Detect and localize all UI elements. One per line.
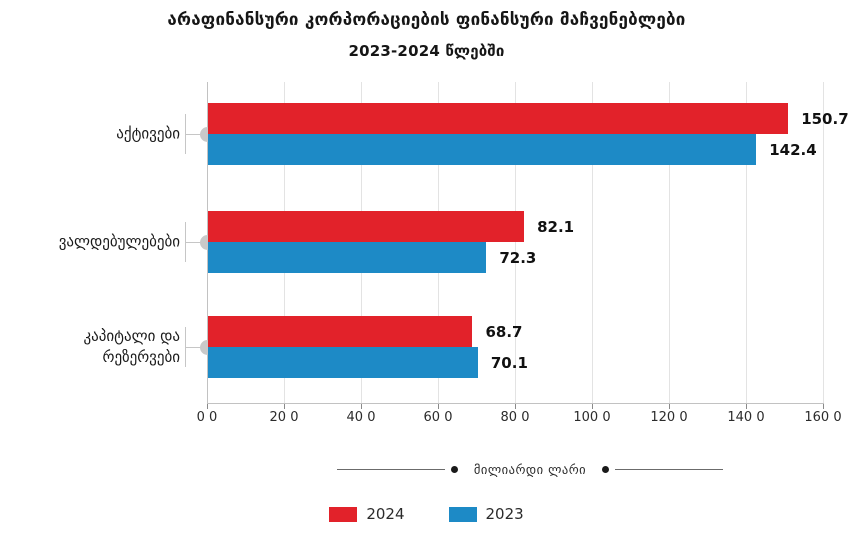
- bar-2023-1: [208, 134, 757, 165]
- category-label-line: აქტივები: [116, 124, 180, 143]
- legend-item-2023: 2023: [448, 505, 524, 523]
- value-label-2024: 150.7: [801, 109, 849, 128]
- x-axis-tick: [361, 404, 362, 409]
- category-label: კაპიტალი და რეზერვები: [8, 326, 180, 368]
- legend-swatch-2023: [448, 506, 477, 522]
- category-tick-connector: [185, 347, 201, 348]
- legend-item-2024: 2024: [329, 505, 405, 523]
- category-label-line: კაპიტალი და: [83, 327, 180, 345]
- x-axis-tick: [438, 404, 439, 409]
- x-axis-tick: [515, 404, 516, 409]
- x-axis-tick: [746, 404, 747, 409]
- category-tick-connector: [185, 242, 201, 243]
- gridline: [746, 82, 747, 403]
- note-line-left: [337, 468, 445, 470]
- x-axis-tick-label: 0 0: [196, 410, 218, 425]
- chart-subtitle: 2023-2024 წლებში: [348, 42, 505, 60]
- x-axis-tick-label: 20 0: [269, 410, 299, 425]
- category-label: აქტივები: [8, 124, 180, 145]
- x-axis-tick: [669, 404, 670, 409]
- value-label-2023: 142.4: [769, 140, 817, 159]
- note-dot-left-icon: [450, 465, 458, 473]
- x-axis-tick-label: 60 0: [423, 410, 453, 425]
- value-label-2024: 68.7: [485, 322, 523, 341]
- gridline: [592, 82, 593, 403]
- legend: 2024 2023: [0, 505, 853, 523]
- x-axis-tick-label: 120 0: [650, 410, 688, 425]
- x-axis-tick: [207, 404, 208, 409]
- x-axis-tick: [592, 404, 593, 409]
- gridline: [823, 82, 824, 403]
- legend-swatch-2024: [329, 506, 358, 522]
- note-dot-right-icon: [602, 465, 610, 473]
- gridline: [669, 82, 670, 403]
- x-axis-tick: [284, 404, 285, 409]
- legend-label-2023: 2023: [485, 505, 524, 523]
- chart-title: არაფინანსური კორპორაციების ფინანსური მაჩ…: [167, 10, 686, 30]
- note-line-right: [615, 468, 723, 470]
- bar-2024-3: [208, 316, 473, 347]
- value-label-2023: 72.3: [499, 248, 537, 267]
- x-axis-tick-label: 80 0: [500, 410, 530, 425]
- value-label-2024: 82.1: [537, 217, 575, 236]
- category-label-line: რეზერვები: [102, 348, 180, 366]
- value-label-2023: 70.1: [490, 353, 528, 372]
- category-label-line: ვალდებულებები: [58, 232, 180, 251]
- x-axis-line: [207, 403, 824, 404]
- x-axis-tick-label: 160 0: [804, 410, 842, 425]
- category-tick-connector: [185, 134, 201, 135]
- x-axis-unit-label: მილიარდი ლარი: [473, 461, 587, 477]
- bar-2023-3: [208, 347, 478, 378]
- x-axis-unit-note: მილიარდი ლარი: [337, 461, 723, 477]
- x-axis-tick-label: 140 0: [727, 410, 765, 425]
- x-axis-tick: [823, 404, 824, 409]
- bar-2024-2: [208, 211, 525, 242]
- category-label: ვალდებულებები: [8, 232, 180, 253]
- legend-label-2024: 2024: [366, 505, 405, 523]
- bar-2023-2: [208, 242, 487, 273]
- gridline: [515, 82, 516, 403]
- x-axis-tick-label: 100 0: [573, 410, 611, 425]
- x-axis-tick-label: 40 0: [346, 410, 376, 425]
- bar-2024-1: [208, 103, 789, 134]
